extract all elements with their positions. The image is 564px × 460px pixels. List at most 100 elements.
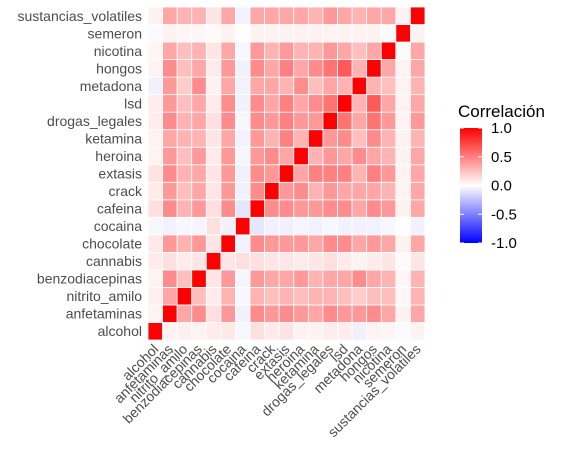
heatmap-cell-ketamina-benzodiacepinas bbox=[191, 129, 207, 148]
heatmap-cell-drogas_legales-cannabis bbox=[205, 111, 222, 131]
y-tick-label-lsd: lsd bbox=[124, 95, 142, 111]
heatmap-cell-drogas_legales-chocolate bbox=[220, 111, 236, 131]
heatmap-cell-sustancias_volatiles-crack bbox=[264, 6, 280, 25]
heatmap-cell-benzodiacepinas-anfetaminas bbox=[162, 269, 178, 288]
heatmap-cell-anfetaminas-anfetaminas bbox=[162, 304, 178, 323]
heatmap-cell-semeron-alcohol bbox=[147, 24, 163, 43]
heatmap-cell-cannabis-metadona bbox=[351, 251, 368, 271]
heatmap-cell-lsd-drogas_legales bbox=[322, 94, 338, 113]
heatmap-cell-sustancias_volatiles-cocaina bbox=[235, 6, 251, 25]
heatmap-cell-nitrito_amilo-sustancias_volatiles bbox=[410, 287, 426, 306]
heatmap-cell-extasis-extasis bbox=[278, 164, 295, 183]
heatmap-cell-cocaina-anfetaminas bbox=[162, 216, 178, 236]
heatmap-cell-anfetaminas-lsd bbox=[337, 304, 353, 323]
heatmap-cell-heroina-sustancias_volatiles bbox=[410, 146, 426, 166]
heatmap-cell-hongos-crack bbox=[264, 59, 280, 78]
heatmap-cell-cannabis-nicotina bbox=[380, 251, 397, 271]
heatmap-cell-cocaina-alcohol bbox=[147, 216, 163, 236]
heatmap-cell-anfetaminas-crack bbox=[264, 304, 280, 323]
heatmap-cell-metadona-nitrito_amilo bbox=[176, 76, 193, 96]
heatmap-cell-heroina-hongos bbox=[366, 146, 382, 166]
heatmap-cell-chocolate-anfetaminas bbox=[162, 234, 178, 253]
heatmap-cell-cannabis-lsd bbox=[337, 251, 353, 271]
heatmap-cell-nitrito_amilo-nitrito_amilo bbox=[176, 287, 193, 306]
heatmap-cell-benzodiacepinas-cannabis bbox=[205, 269, 222, 288]
heatmap-cell-ketamina-cocaina bbox=[235, 129, 251, 148]
heatmap-cell-drogas_legales-nitrito_amilo bbox=[176, 111, 193, 131]
heatmap-cell-extasis-alcohol bbox=[147, 164, 163, 183]
heatmap-cell-lsd-cocaina bbox=[235, 94, 251, 113]
heatmap-cell-cannabis-cocaina bbox=[235, 251, 251, 271]
heatmap-cell-crack-ketamina bbox=[307, 181, 324, 201]
heatmap-cell-ketamina-anfetaminas bbox=[162, 129, 178, 148]
heatmap-cell-cocaina-drogas_legales bbox=[322, 216, 338, 236]
heatmap-cell-sustancias_volatiles-hongos bbox=[366, 6, 382, 25]
heatmap-cell-ketamina-ketamina bbox=[307, 129, 324, 148]
heatmap-cell-lsd-lsd bbox=[337, 94, 353, 113]
heatmap-cell-cocaina-chocolate bbox=[220, 216, 236, 236]
heatmap-cell-cafeina-chocolate bbox=[220, 199, 236, 218]
heatmap-cell-benzodiacepinas-cafeina bbox=[249, 269, 266, 288]
heatmap-cell-cocaina-sustancias_volatiles bbox=[410, 216, 426, 236]
heatmap-cell-drogas_legales-benzodiacepinas bbox=[191, 111, 207, 131]
heatmap-cell-crack-nicotina bbox=[380, 181, 397, 201]
heatmap-cell-nitrito_amilo-chocolate bbox=[220, 287, 236, 306]
heatmap-cell-anfetaminas-nitrito_amilo bbox=[176, 304, 193, 323]
heatmap-cell-nitrito_amilo-metadona bbox=[351, 287, 368, 306]
heatmap-cell-metadona-alcohol bbox=[147, 76, 163, 96]
heatmap-cell-metadona-semeron bbox=[395, 76, 411, 96]
heatmap-cell-benzodiacepinas-semeron bbox=[395, 269, 411, 288]
heatmap-cell-alcohol-lsd bbox=[337, 322, 353, 341]
heatmap-cell-hongos-hongos bbox=[366, 59, 382, 78]
heatmap-cell-nitrito_amilo-benzodiacepinas bbox=[191, 287, 207, 306]
heatmap-cell-ketamina-semeron bbox=[395, 129, 411, 148]
heatmap-cell-crack-crack bbox=[264, 181, 280, 201]
heatmap-cell-semeron-crack bbox=[264, 24, 280, 43]
heatmap-cell-sustancias_volatiles-chocolate bbox=[220, 6, 236, 25]
heatmap-cell-heroina-cafeina bbox=[249, 146, 266, 166]
heatmap-cell-cannabis-hongos bbox=[366, 251, 382, 271]
heatmap-cell-metadona-benzodiacepinas bbox=[191, 76, 207, 96]
legend-ticks: 1.0 0.5 0.0 -0.5 -1.0 bbox=[460, 120, 517, 252]
heatmap-cell-anfetaminas-nicotina bbox=[380, 304, 397, 323]
legend: Correlación 1.0 0.5 0.0 -0.5 -1.0 bbox=[458, 102, 545, 252]
y-tick-label-semeron: semeron bbox=[88, 25, 142, 41]
heatmap-cell-cocaina-crack bbox=[264, 216, 280, 236]
heatmap-cell-drogas_legales-cocaina bbox=[235, 111, 251, 131]
heatmap-cell-hongos-sustancias_volatiles bbox=[410, 59, 426, 78]
heatmap-cell-cafeina-alcohol bbox=[147, 199, 163, 218]
heatmap-cell-ketamina-cafeina bbox=[249, 129, 266, 148]
heatmap-cell-benzodiacepinas-nicotina bbox=[380, 269, 397, 288]
heatmap-cell-chocolate-extasis bbox=[278, 234, 295, 253]
heatmap-cell-nicotina-sustancias_volatiles bbox=[410, 41, 426, 60]
heatmap-cell-cocaina-cannabis bbox=[205, 216, 222, 236]
heatmap-cell-cafeina-nicotina bbox=[380, 199, 397, 218]
heatmap-cell-semeron-lsd bbox=[337, 24, 353, 43]
heatmap-cell-cocaina-hongos bbox=[366, 216, 382, 236]
y-tick-label-chocolate: chocolate bbox=[82, 236, 142, 252]
heatmap-cell-cafeina-drogas_legales bbox=[322, 199, 338, 218]
heatmap-cell-crack-heroina bbox=[293, 181, 309, 201]
heatmap-cell-sustancias_volatiles-ketamina bbox=[307, 6, 324, 25]
heatmap-cell-anfetaminas-heroina bbox=[293, 304, 309, 323]
heatmap-cell-crack-semeron bbox=[395, 181, 411, 201]
heatmap-cell-metadona-chocolate bbox=[220, 76, 236, 96]
heatmap-cell-cannabis-alcohol bbox=[147, 251, 163, 271]
heatmap-cell-metadona-anfetaminas bbox=[162, 76, 178, 96]
heatmap-cell-cafeina-nitrito_amilo bbox=[176, 199, 193, 218]
heatmap-cell-nitrito_amilo-hongos bbox=[366, 287, 382, 306]
y-tick-label-metadona: metadona bbox=[80, 78, 142, 94]
heatmap-cell-extasis-metadona bbox=[351, 164, 368, 183]
heatmap-cell-chocolate-chocolate bbox=[220, 234, 236, 253]
heatmap-cell-lsd-extasis bbox=[278, 94, 295, 113]
heatmap-cell-heroina-metadona bbox=[351, 146, 368, 166]
y-tick-label-extasis: extasis bbox=[98, 166, 142, 182]
heatmap-cell-heroina-ketamina bbox=[307, 146, 324, 166]
heatmap-cell-chocolate-semeron bbox=[395, 234, 411, 253]
heatmap-cell-hongos-drogas_legales bbox=[322, 59, 338, 78]
heatmap-cell-chocolate-nicotina bbox=[380, 234, 397, 253]
heatmap-cell-chocolate-cocaina bbox=[235, 234, 251, 253]
heatmap-cell-alcohol-sustancias_volatiles bbox=[410, 322, 426, 341]
heatmap-cell-drogas_legales-anfetaminas bbox=[162, 111, 178, 131]
heatmap-cell-hongos-metadona bbox=[351, 59, 368, 78]
